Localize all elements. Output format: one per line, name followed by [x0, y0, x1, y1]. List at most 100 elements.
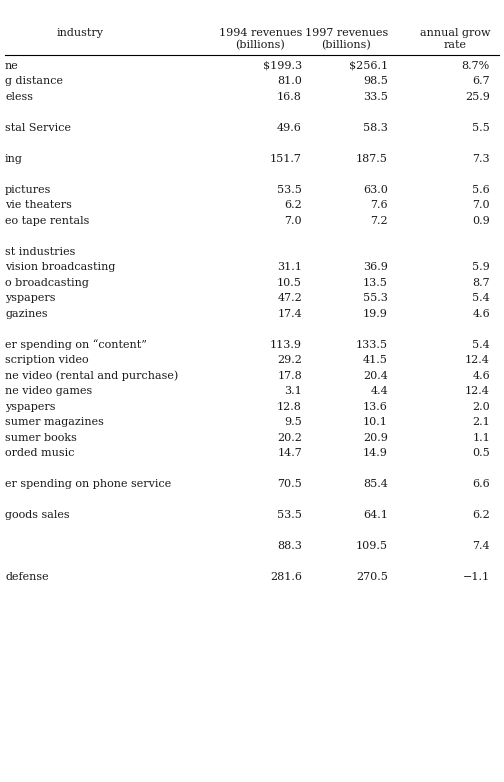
Text: ne video games: ne video games	[5, 386, 92, 396]
Text: eo tape rentals: eo tape rentals	[5, 216, 89, 226]
Text: defense: defense	[5, 572, 48, 582]
Text: 2.0: 2.0	[472, 402, 490, 411]
Text: 17.8: 17.8	[277, 371, 302, 381]
Text: 7.3: 7.3	[472, 154, 490, 164]
Text: 12.8: 12.8	[277, 402, 302, 411]
Text: 19.9: 19.9	[363, 309, 388, 319]
Text: sumer books: sumer books	[5, 432, 77, 443]
Text: 17.4: 17.4	[277, 309, 302, 319]
Text: 1997 revenues
(billions): 1997 revenues (billions)	[305, 28, 388, 50]
Text: ne: ne	[5, 61, 19, 71]
Text: 55.3: 55.3	[363, 293, 388, 303]
Text: 151.7: 151.7	[270, 154, 302, 164]
Text: 7.4: 7.4	[472, 541, 490, 551]
Text: goods sales: goods sales	[5, 510, 70, 520]
Text: 6.2: 6.2	[284, 200, 302, 210]
Text: 4.6: 4.6	[472, 371, 490, 381]
Text: 85.4: 85.4	[363, 479, 388, 489]
Text: er spending on phone service: er spending on phone service	[5, 479, 171, 489]
Text: yspapers: yspapers	[5, 293, 55, 303]
Text: 36.9: 36.9	[363, 262, 388, 272]
Text: scription video: scription video	[5, 355, 89, 365]
Text: 5.4: 5.4	[472, 293, 490, 303]
Text: 98.5: 98.5	[363, 77, 388, 87]
Text: 1994 revenues
(billions): 1994 revenues (billions)	[219, 28, 302, 50]
Text: 41.5: 41.5	[363, 355, 388, 365]
Text: 9.5: 9.5	[284, 417, 302, 427]
Text: 6.2: 6.2	[472, 510, 490, 520]
Text: 5.5: 5.5	[472, 123, 490, 133]
Text: 70.5: 70.5	[277, 479, 302, 489]
Text: 29.2: 29.2	[277, 355, 302, 365]
Text: 12.4: 12.4	[465, 355, 490, 365]
Text: o broadcasting: o broadcasting	[5, 278, 89, 288]
Text: 187.5: 187.5	[356, 154, 388, 164]
Text: 20.4: 20.4	[363, 371, 388, 381]
Text: er spending on “content”: er spending on “content”	[5, 339, 147, 350]
Text: 7.6: 7.6	[370, 200, 388, 210]
Text: 270.5: 270.5	[356, 572, 388, 582]
Text: 88.3: 88.3	[277, 541, 302, 551]
Text: $256.1: $256.1	[349, 61, 388, 71]
Text: 33.5: 33.5	[363, 92, 388, 102]
Text: 7.0: 7.0	[284, 216, 302, 226]
Text: 10.5: 10.5	[277, 278, 302, 288]
Text: 0.9: 0.9	[472, 216, 490, 226]
Text: ne video (rental and purchase): ne video (rental and purchase)	[5, 371, 178, 382]
Text: 14.7: 14.7	[277, 448, 302, 458]
Text: 47.2: 47.2	[277, 293, 302, 303]
Text: 4.4: 4.4	[370, 386, 388, 396]
Text: 1.1: 1.1	[472, 432, 490, 443]
Text: 14.9: 14.9	[363, 448, 388, 458]
Text: 20.2: 20.2	[277, 432, 302, 443]
Text: ing: ing	[5, 154, 23, 164]
Text: 31.1: 31.1	[277, 262, 302, 272]
Text: 133.5: 133.5	[356, 339, 388, 350]
Text: 5.4: 5.4	[472, 339, 490, 350]
Text: stal Service: stal Service	[5, 123, 71, 133]
Text: 10.1: 10.1	[363, 417, 388, 427]
Text: 6.7: 6.7	[472, 77, 490, 87]
Text: 25.9: 25.9	[465, 92, 490, 102]
Text: 63.0: 63.0	[363, 185, 388, 195]
Text: sumer magazines: sumer magazines	[5, 417, 104, 427]
Text: 81.0: 81.0	[277, 77, 302, 87]
Text: 4.6: 4.6	[472, 309, 490, 319]
Text: pictures: pictures	[5, 185, 51, 195]
Text: −1.1: −1.1	[463, 572, 490, 582]
Text: vision broadcasting: vision broadcasting	[5, 262, 115, 272]
Text: 49.6: 49.6	[277, 123, 302, 133]
Text: 3.1: 3.1	[284, 386, 302, 396]
Text: 16.8: 16.8	[277, 92, 302, 102]
Text: 7.2: 7.2	[370, 216, 388, 226]
Text: g distance: g distance	[5, 77, 63, 87]
Text: 113.9: 113.9	[270, 339, 302, 350]
Text: st industries: st industries	[5, 247, 76, 256]
Text: eless: eless	[5, 92, 33, 102]
Text: industry: industry	[56, 28, 103, 38]
Text: 53.5: 53.5	[277, 185, 302, 195]
Text: 0.5: 0.5	[472, 448, 490, 458]
Text: 53.5: 53.5	[277, 510, 302, 520]
Text: 2.1: 2.1	[472, 417, 490, 427]
Text: 20.9: 20.9	[363, 432, 388, 443]
Text: 13.5: 13.5	[363, 278, 388, 288]
Text: orded music: orded music	[5, 448, 75, 458]
Text: vie theaters: vie theaters	[5, 200, 72, 210]
Text: 5.9: 5.9	[472, 262, 490, 272]
Text: 13.6: 13.6	[363, 402, 388, 411]
Text: 5.6: 5.6	[472, 185, 490, 195]
Text: 12.4: 12.4	[465, 386, 490, 396]
Text: yspapers: yspapers	[5, 402, 55, 411]
Text: 64.1: 64.1	[363, 510, 388, 520]
Text: 58.3: 58.3	[363, 123, 388, 133]
Text: 6.6: 6.6	[472, 479, 490, 489]
Text: gazines: gazines	[5, 309, 47, 319]
Text: 109.5: 109.5	[356, 541, 388, 551]
Text: 281.6: 281.6	[270, 572, 302, 582]
Text: 8.7%: 8.7%	[462, 61, 490, 71]
Text: annual grow
rate: annual grow rate	[419, 28, 490, 50]
Text: $199.3: $199.3	[263, 61, 302, 71]
Text: 8.7: 8.7	[472, 278, 490, 288]
Text: 7.0: 7.0	[472, 200, 490, 210]
